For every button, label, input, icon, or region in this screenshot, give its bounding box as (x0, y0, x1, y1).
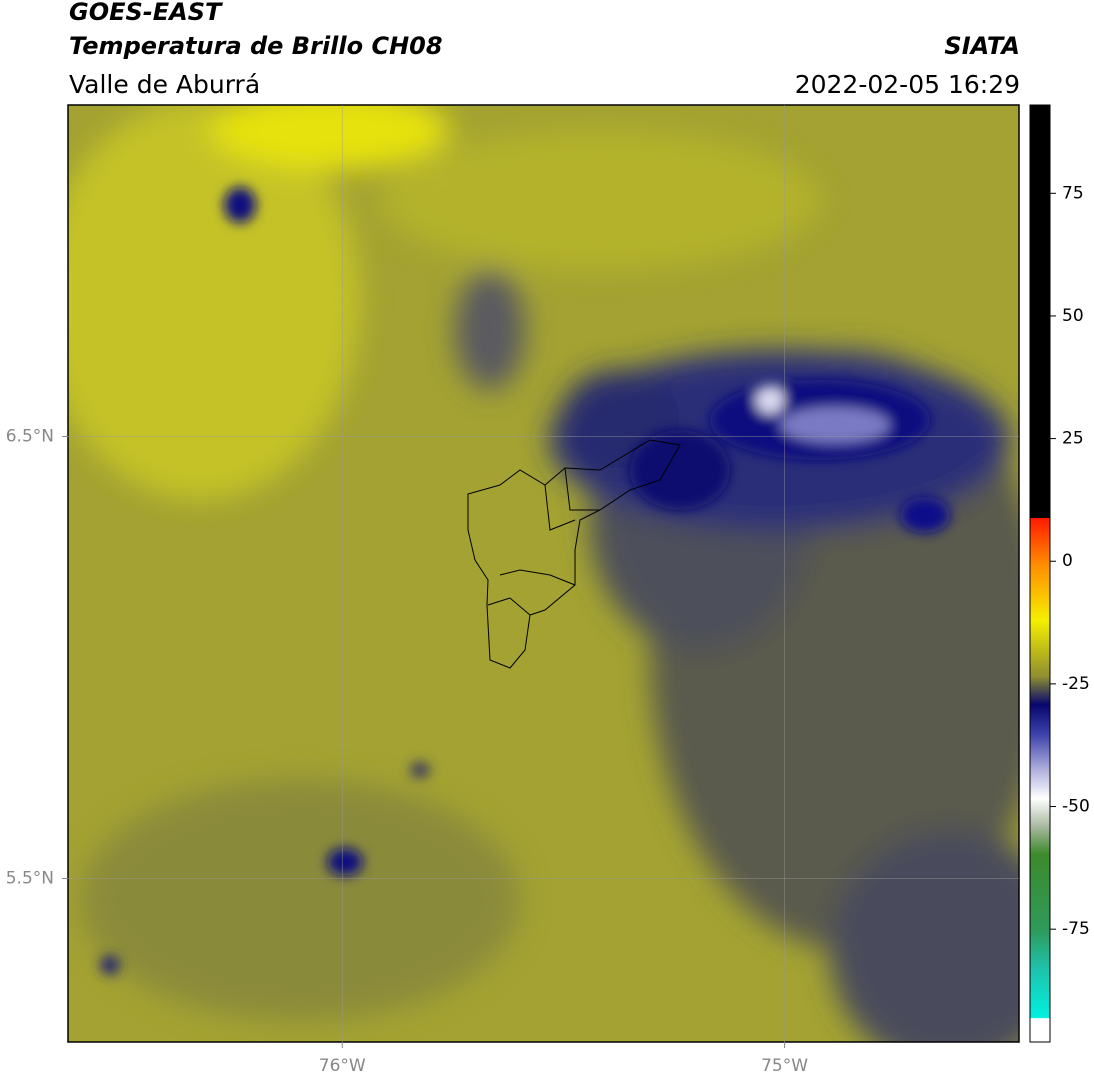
subtitle: Temperatura de Brillo CH08 (69, 32, 443, 60)
datetime: 2022-02-05 16:29 (795, 70, 1020, 99)
colorbar-tick-label: 0 (1062, 551, 1073, 571)
y-tick-label: 6.5°N (6, 426, 54, 446)
title: GOES-EAST (69, 0, 223, 26)
municipal-borders (467, 439, 681, 669)
map-frame (67, 104, 1020, 1043)
x-tick-label: 75°W (761, 1056, 808, 1076)
region: Valle de Aburrá (69, 70, 260, 99)
colorbar (1029, 104, 1051, 1043)
colorbar-tick-label: -25 (1062, 674, 1090, 694)
colorbar-tick-label: 25 (1062, 429, 1084, 449)
source: SIATA (944, 32, 1020, 60)
colorbar-tick-label: 50 (1062, 306, 1084, 326)
colorbar-tick-label: -75 (1062, 919, 1090, 939)
colorbar-tick-label: -50 (1062, 797, 1090, 817)
y-tick-label: 5.5°N (6, 868, 54, 888)
x-tick-label: 76°W (319, 1056, 366, 1076)
colorbar-tick-label: 75 (1062, 183, 1084, 203)
satellite-image (68, 105, 1019, 1042)
